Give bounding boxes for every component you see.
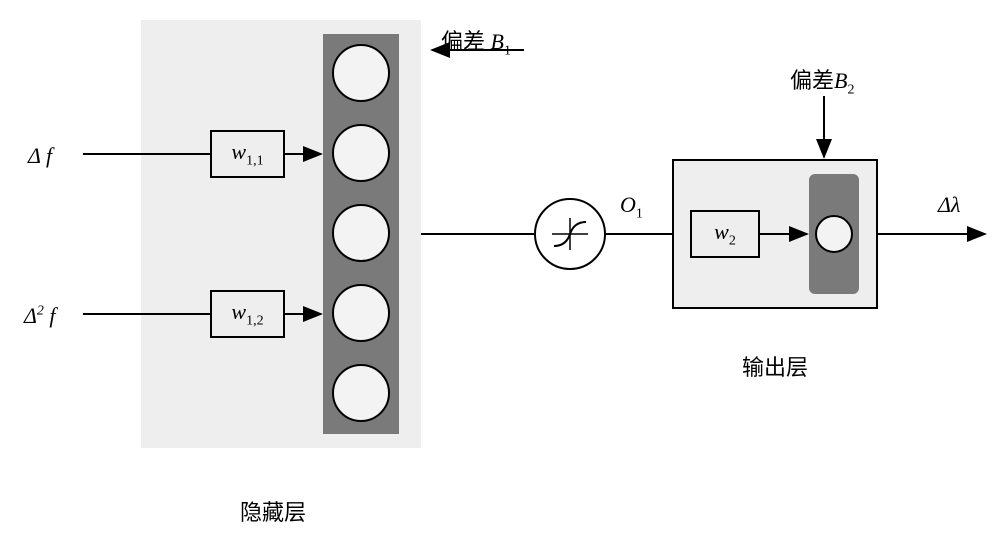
nn-diagram: w1,1 w1,2 Δ f Δ2 f 偏差 B1 O1 w2 偏差B2 Δλ [0, 0, 1000, 547]
o1-label: O1 [620, 192, 643, 222]
hidden-layer-label: 隐藏层 [240, 495, 306, 527]
sigmoid-icon [546, 210, 594, 258]
weight-box-w2: w2 [690, 210, 760, 258]
input-label-df: Δ f [28, 143, 52, 169]
bias2-label: 偏差B2 [790, 63, 854, 98]
hidden-neuron [332, 284, 390, 342]
input-label-d2f: Δ2 f [24, 303, 56, 329]
output-label: Δλ [938, 192, 960, 218]
weight-label: w1,1 [231, 139, 263, 169]
hidden-neuron [332, 204, 390, 262]
weight-label: w1,2 [231, 299, 263, 329]
hidden-neuron [332, 364, 390, 422]
weight-box-w12: w1,2 [210, 290, 285, 338]
output-neuron [815, 215, 853, 253]
output-layer-label: 输出层 [742, 350, 808, 382]
hidden-neuron [332, 44, 390, 102]
weight-box-w11: w1,1 [210, 130, 285, 178]
activation-icon [534, 198, 606, 270]
weight-label: w2 [714, 219, 736, 249]
bias1-label: 偏差 B1 [441, 24, 511, 59]
hidden-neuron [332, 124, 390, 182]
